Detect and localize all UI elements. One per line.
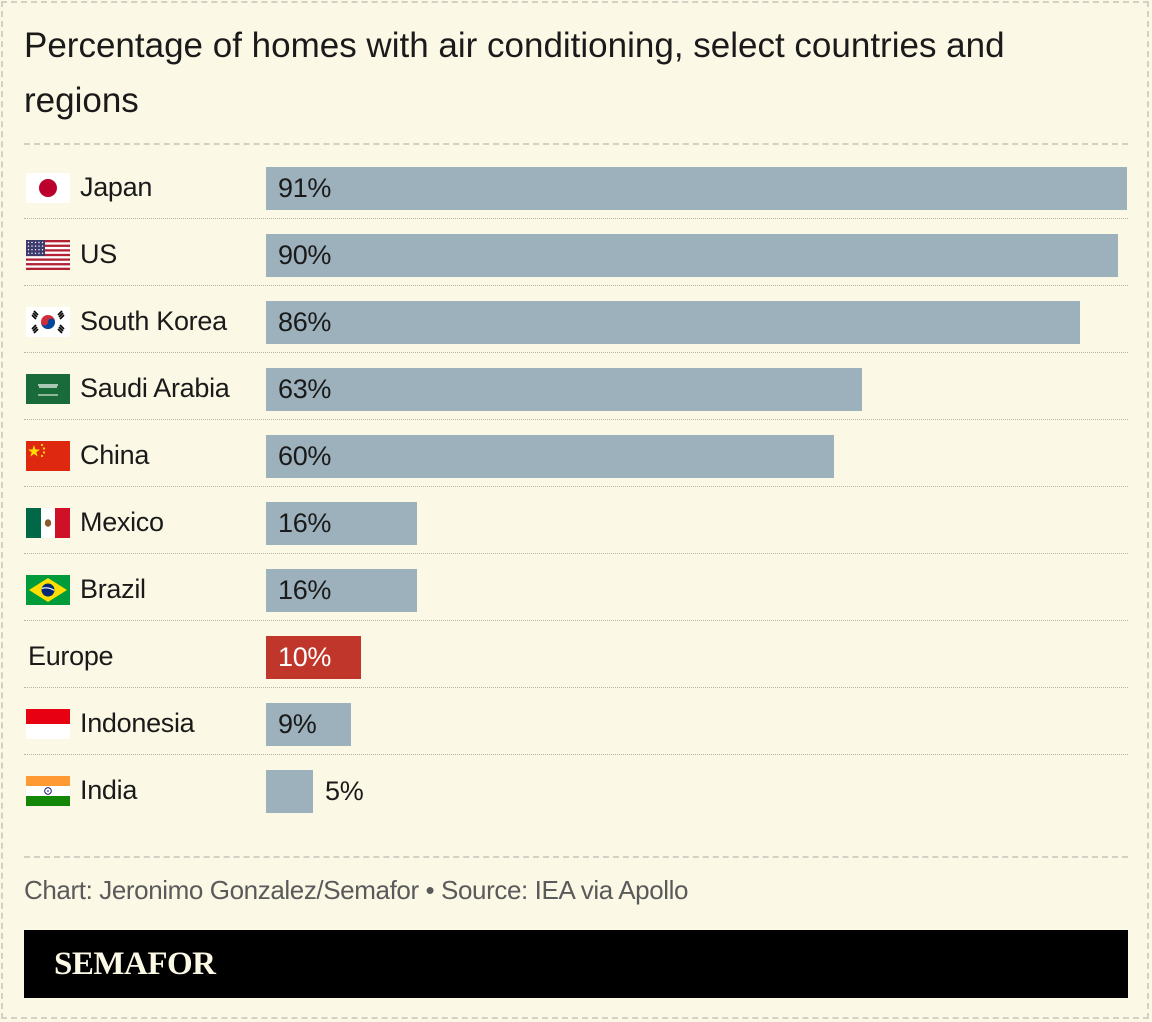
category-label: Europe bbox=[28, 641, 114, 671]
chart-title: Percentage of homes with air conditionin… bbox=[24, 26, 1005, 120]
category-label: India bbox=[80, 775, 138, 805]
south-korea-flag-icon bbox=[26, 307, 70, 337]
us-flag-icon bbox=[26, 240, 70, 270]
value-label: 16% bbox=[278, 575, 332, 605]
value-label: 16% bbox=[278, 508, 332, 538]
row-divider bbox=[24, 553, 1128, 554]
category-label: Mexico bbox=[80, 507, 164, 537]
category-label: China bbox=[80, 440, 150, 470]
row-divider bbox=[24, 687, 1128, 688]
bar-row-mexico: Mexico 16% bbox=[24, 488, 1128, 554]
bar-europe bbox=[266, 636, 361, 679]
bar-row-south-korea: South Korea 86% bbox=[24, 287, 1128, 353]
mexico-flag-icon bbox=[26, 508, 70, 538]
category-label: US bbox=[80, 239, 117, 269]
value-label: 63% bbox=[278, 374, 332, 404]
bar-row-japan: Japan 91% bbox=[24, 153, 1128, 219]
value-label: 10% bbox=[278, 642, 332, 672]
value-label: 5% bbox=[325, 776, 364, 806]
category-label: Indonesia bbox=[80, 708, 195, 738]
row-divider bbox=[24, 218, 1128, 219]
footer-divider bbox=[24, 856, 1128, 858]
value-label: 86% bbox=[278, 307, 332, 337]
bar-brazil bbox=[266, 569, 417, 612]
bar-row-us: US 90% bbox=[24, 220, 1128, 286]
title-divider bbox=[24, 143, 1128, 145]
chart-credit: Chart: Jeronimo Gonzalez/Semafor • Sourc… bbox=[24, 875, 689, 905]
row-divider bbox=[24, 285, 1128, 286]
japan-flag-icon bbox=[26, 173, 70, 203]
row-divider bbox=[24, 486, 1128, 487]
bar-row-saudi-arabia: Saudi Arabia 63% bbox=[24, 354, 1128, 420]
bar-japan bbox=[266, 167, 1127, 210]
row-divider bbox=[24, 754, 1128, 755]
category-label: Saudi Arabia bbox=[80, 373, 230, 403]
value-label: 9% bbox=[278, 709, 317, 739]
category-label: Japan bbox=[80, 172, 153, 202]
bar-row-europe: Europe 10% bbox=[24, 622, 1128, 688]
bar-south-korea bbox=[266, 301, 1080, 344]
bar-indonesia bbox=[266, 703, 351, 746]
value-label: 60% bbox=[278, 441, 332, 471]
bar-row-china: China 60% bbox=[24, 421, 1128, 487]
brand-footer: SEMAFOR bbox=[24, 930, 1128, 998]
semafor-logo[interactable]: SEMAFOR bbox=[54, 946, 216, 982]
indonesia-flag-icon bbox=[26, 709, 70, 739]
bar-row-india: India 5% bbox=[24, 756, 1128, 822]
saudi-arabia-flag-icon bbox=[26, 374, 70, 404]
bar-us bbox=[266, 234, 1118, 277]
china-flag-icon bbox=[26, 441, 70, 471]
value-label: 90% bbox=[278, 240, 332, 270]
india-flag-icon bbox=[26, 776, 70, 806]
bar-china bbox=[266, 435, 834, 478]
value-label: 91% bbox=[278, 173, 332, 203]
category-label: South Korea bbox=[80, 306, 227, 336]
bar-mexico bbox=[266, 502, 417, 545]
brazil-flag-icon bbox=[26, 575, 70, 605]
category-label: Brazil bbox=[80, 574, 146, 604]
bar-row-brazil: Brazil 16% bbox=[24, 555, 1128, 621]
row-divider bbox=[24, 352, 1128, 353]
row-divider bbox=[24, 419, 1128, 420]
bar-row-indonesia: Indonesia 9% bbox=[24, 689, 1128, 755]
row-divider bbox=[24, 620, 1128, 621]
bar-india bbox=[266, 770, 313, 813]
bar-saudi-arabia bbox=[266, 368, 862, 411]
